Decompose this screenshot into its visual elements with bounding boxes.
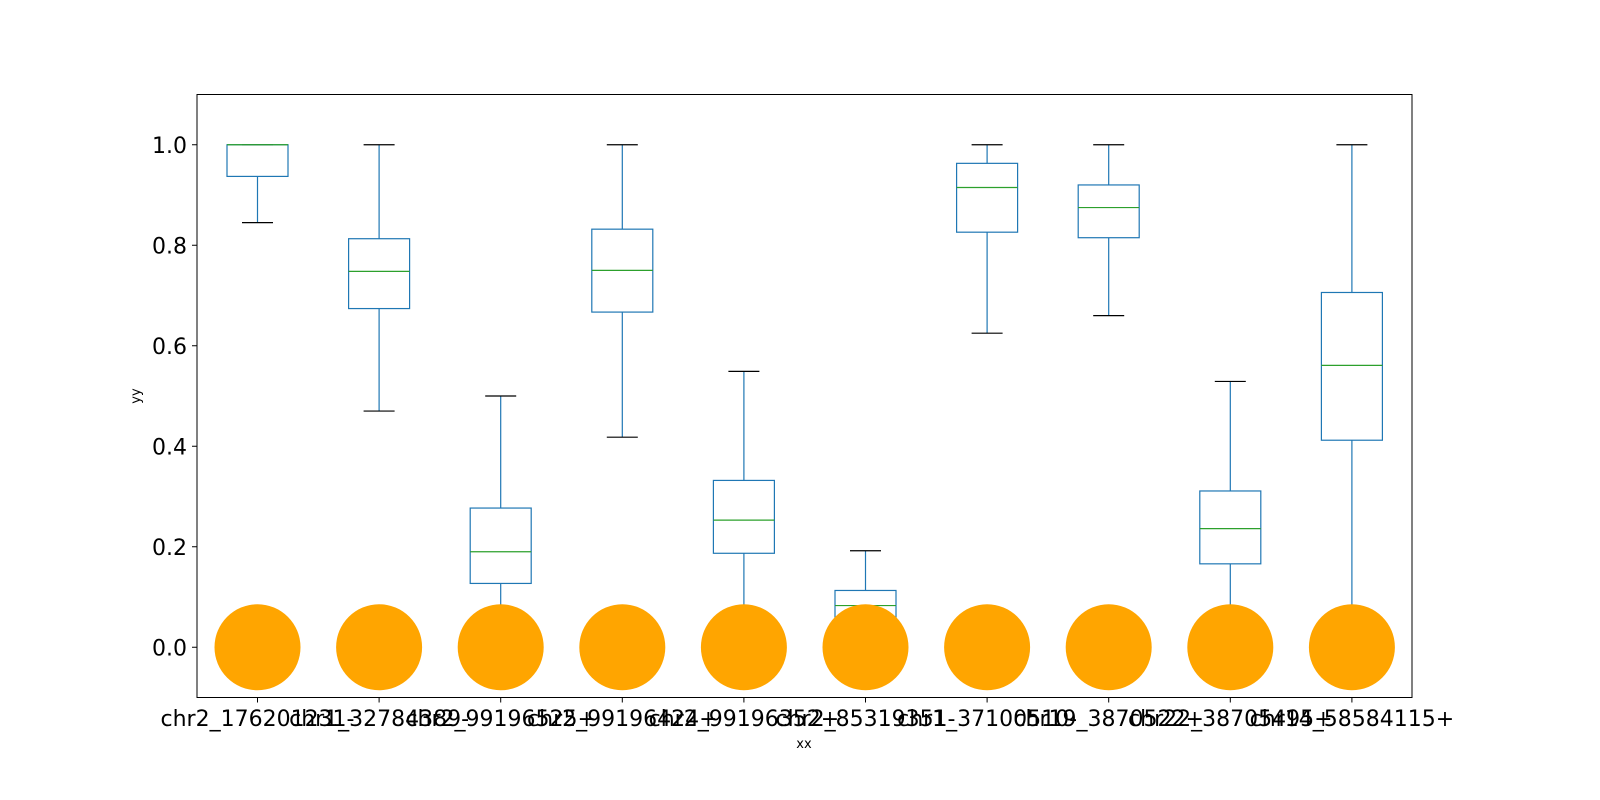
y-tick-label: 0.2 — [152, 536, 187, 561]
x-tick-label: chr2_99196525+ — [405, 707, 596, 732]
orange-marker — [214, 604, 301, 691]
iqr-box — [1199, 490, 1262, 565]
iqr-box — [348, 238, 411, 310]
plot-area-frame — [196, 94, 1413, 698]
x-tick-label: chr2_99196352+ — [649, 707, 840, 732]
iqr-box — [469, 507, 532, 585]
orange-marker — [1308, 604, 1395, 691]
x-tick-label: chr2_85319351- — [776, 707, 956, 732]
y-tick-label: 0.4 — [152, 435, 187, 460]
iqr-box — [1320, 291, 1384, 441]
orange-marker — [1065, 604, 1152, 691]
orange-marker — [700, 604, 787, 691]
box-series-4 — [591, 144, 654, 438]
iqr-box — [955, 162, 1019, 233]
y-axis: 0.0 0.2 0.4 0.6 0.8 1.0 — [152, 134, 197, 661]
x-tick-label: chr19_3870522+ — [1013, 707, 1204, 732]
x-axis-label: xx — [796, 737, 812, 752]
box-series-2 — [348, 144, 411, 412]
orange-marker — [822, 604, 909, 691]
iqr-box — [1077, 184, 1140, 239]
x-tick-label: chr14_58584115+ — [1250, 707, 1455, 732]
y-tick-label: 0.8 — [152, 234, 187, 259]
box-series-7 — [955, 144, 1019, 334]
x-tick-label: chr22_38705495+ — [1128, 707, 1333, 732]
orange-marker — [1187, 604, 1274, 691]
iqr-box — [712, 479, 776, 554]
box-series-1 — [226, 144, 289, 224]
markers-layer — [214, 604, 1395, 691]
y-tick-label: 1.0 — [152, 134, 187, 159]
y-axis-label: yy — [129, 388, 144, 404]
orange-marker — [579, 604, 666, 691]
x-tick-label: chr1_37100510- — [897, 707, 1077, 732]
orange-marker — [944, 604, 1031, 691]
box-series-8 — [1077, 144, 1140, 317]
x-axis: chr2_176201231-chr1_32784389-chr2_991965… — [161, 697, 1455, 732]
x-tick-label: chr2_176201231- — [161, 707, 355, 732]
orange-marker — [336, 604, 423, 691]
y-tick-label: 0.6 — [152, 335, 187, 360]
y-tick-label: 0.0 — [152, 636, 187, 661]
orange-marker — [457, 604, 544, 691]
x-tick-label: chr2_99196424+ — [527, 707, 718, 732]
x-tick-label: chr1_32784389- — [289, 707, 469, 732]
